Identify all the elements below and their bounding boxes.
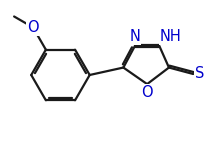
Text: NH: NH xyxy=(159,29,181,44)
Text: O: O xyxy=(27,20,39,35)
Text: O: O xyxy=(141,85,153,100)
Text: N: N xyxy=(129,29,140,44)
Text: S: S xyxy=(195,66,204,81)
